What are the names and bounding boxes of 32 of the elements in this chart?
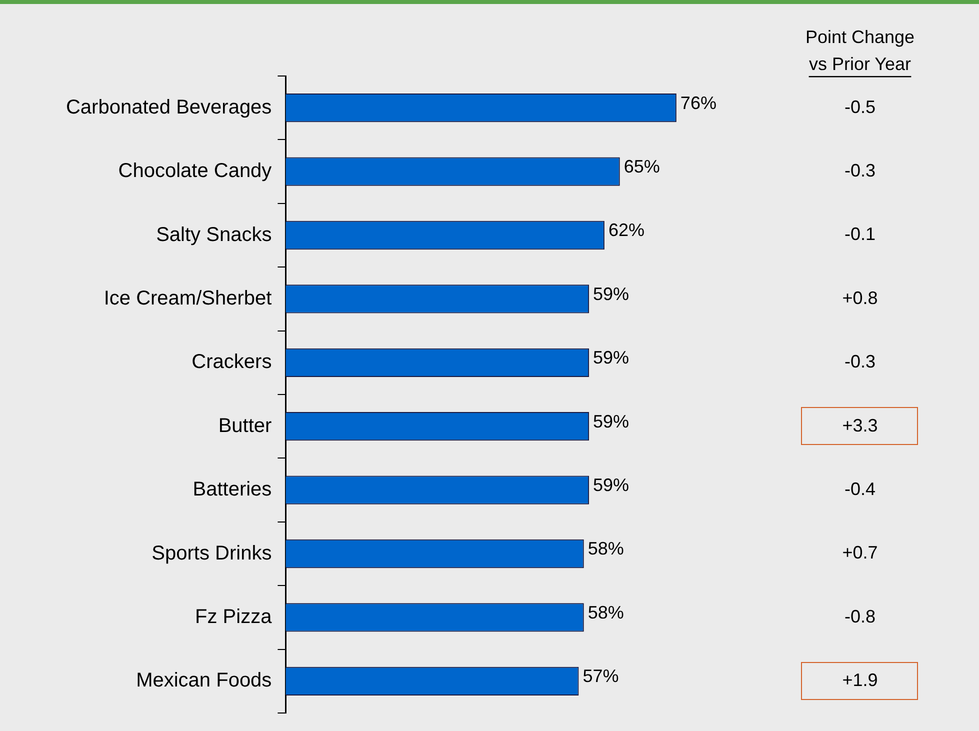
text: +0.8	[842, 288, 878, 308]
text: +0.7	[842, 542, 878, 563]
text: -0.4	[844, 479, 876, 500]
data-label: 76%	[680, 92, 716, 113]
data-label: 59%	[593, 348, 630, 368]
data-label: 59%	[593, 475, 630, 496]
text: -0.3	[844, 160, 876, 181]
data-label: 58%	[588, 602, 624, 622]
y-tick-label: Sports Drinks	[152, 542, 272, 564]
text: vs Prior Year	[808, 54, 912, 74]
data-label: 65%	[624, 156, 660, 177]
text: -0.1	[844, 224, 876, 244]
data-label: 58%	[588, 538, 624, 559]
data-label: 62%	[608, 220, 644, 240]
y-tick-label: Ice Cream/Sherbet	[104, 287, 272, 310]
text: +3.3	[842, 415, 878, 436]
data-label: 59%	[593, 284, 630, 304]
y-tick-label: Mexican Foods	[136, 670, 272, 692]
y-tick-label: Butter	[218, 414, 272, 437]
data-label: 59%	[593, 411, 630, 432]
y-tick-label: Batteries	[192, 478, 272, 501]
text: -0.8	[844, 606, 876, 626]
y-tick-label: Carbonated Beverages	[66, 96, 272, 118]
text: -0.5	[844, 96, 876, 117]
y-tick-label: Fz Pizza	[195, 606, 273, 628]
y-tick-label: Chocolate Candy	[118, 160, 272, 182]
data-label: 57%	[582, 666, 619, 686]
text: +1.9	[842, 670, 878, 690]
y-tick-label: Crackers	[192, 351, 272, 374]
text: Point Change	[805, 26, 915, 47]
text: -0.3	[844, 352, 876, 372]
y-tick-label: Salty Snacks	[156, 224, 272, 246]
